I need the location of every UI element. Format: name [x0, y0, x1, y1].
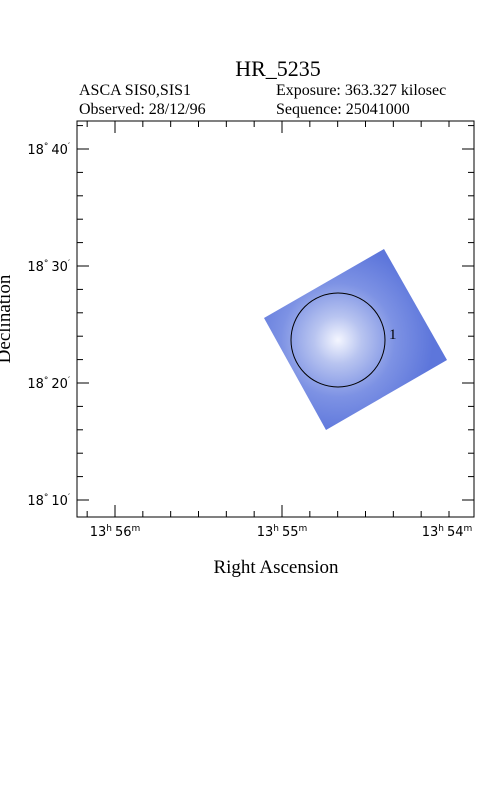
sequence: Sequence: 25041000 [276, 101, 410, 118]
x-tick-label-part: 56 [115, 525, 132, 540]
x-tick-label-part: h [106, 524, 112, 534]
y-tick-label-part: 18 [27, 143, 44, 158]
y-axis-label: Declination [0, 274, 15, 363]
y-tick-label-part: 30 [51, 260, 68, 275]
x-tick-label-part: m [132, 524, 141, 534]
y-tick-label: 18° 20′ [27, 376, 70, 392]
y-tick-label-part: 40 [51, 143, 68, 158]
y-tick-label-part: 18 [27, 260, 44, 275]
x-tick-label-part: h [438, 524, 444, 534]
y-tick-label-part: 18 [27, 494, 44, 509]
x-tick-label-part: 13 [257, 525, 274, 540]
title: HR_5235 [235, 56, 321, 81]
instrument: ASCA SIS0,SIS1 [79, 82, 191, 99]
source-label: 1 [389, 327, 397, 343]
y-tick-label: 18° 40′ [27, 142, 70, 158]
y-tick-label-part: ′ [68, 376, 70, 386]
x-tick-label-part: m [464, 524, 473, 534]
y-tick-label-part: 10 [51, 494, 68, 509]
observed: Observed: 28/12/96 [79, 101, 206, 118]
y-tick-label-part: ′ [68, 259, 70, 269]
y-tick-label-part: ′ [68, 142, 70, 152]
x-tick-label: 13h 56m [90, 524, 141, 540]
y-tick-label-part: ′ [68, 493, 70, 503]
exposure-image [264, 249, 447, 430]
x-tick-label-part: h [273, 524, 279, 534]
x-tick-label-part: m [299, 524, 308, 534]
x-tick-label: 13h 55m [257, 524, 308, 540]
y-tick-label-part: ° [44, 493, 49, 503]
y-tick-label: 18° 10′ [27, 493, 70, 509]
y-tick-label-part: 18 [27, 377, 44, 392]
x-tick-label: 13h 54m [422, 524, 473, 540]
x-tick-label-part: 54 [447, 525, 464, 540]
y-tick-label: 18° 30′ [27, 259, 70, 275]
y-tick-label-part: ° [44, 376, 49, 386]
x-tick-label-part: 13 [422, 525, 439, 540]
x-axis-label: Right Ascension [213, 557, 339, 578]
plot-frame [76, 120, 475, 518]
y-tick-label-part: 20 [51, 377, 68, 392]
source-region [290, 292, 386, 388]
y-tick-label-part: ° [44, 142, 49, 152]
tick-marks [77, 121, 474, 517]
x-tick-label-part: 55 [282, 525, 299, 540]
y-tick-label-part: ° [44, 259, 49, 269]
x-tick-label-part: 13 [90, 525, 107, 540]
exposure: Exposure: 363.327 kilosec [276, 82, 446, 99]
